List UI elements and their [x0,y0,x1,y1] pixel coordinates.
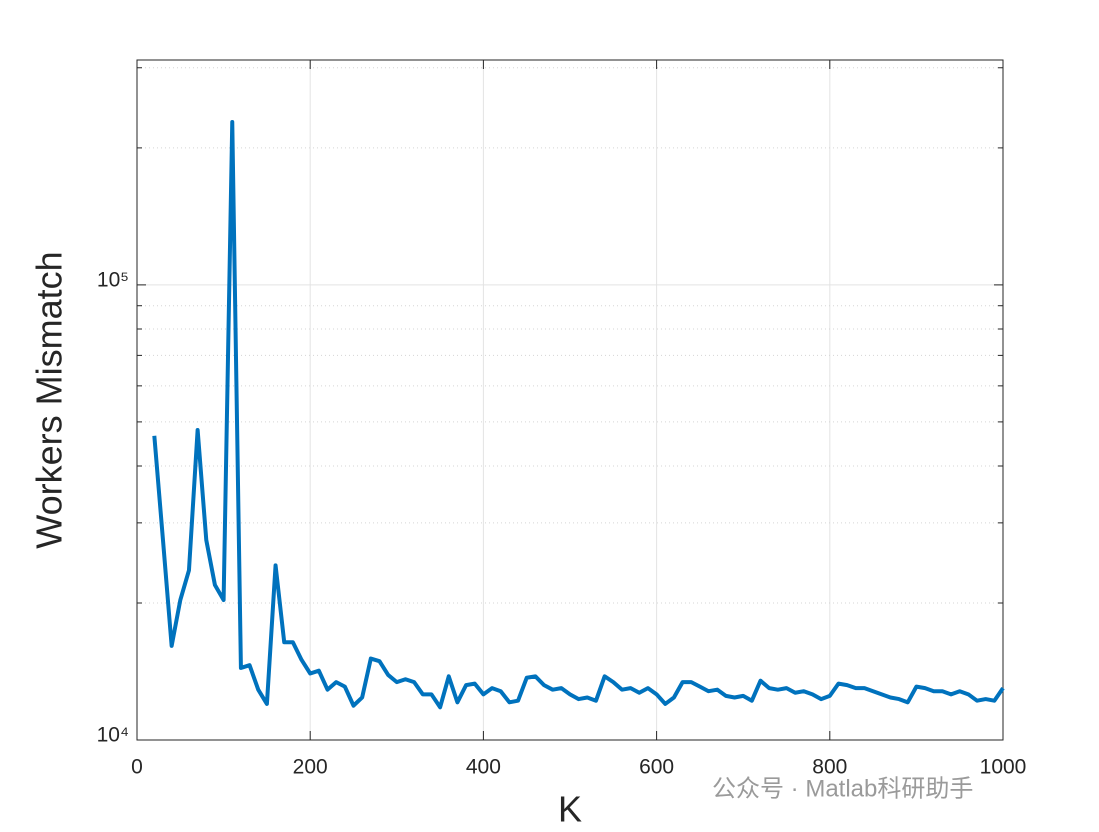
x-tick-label: 1000 [980,756,1027,779]
x-tick-label: 0 [131,756,143,779]
x-tick-label: 800 [812,756,847,779]
data-line [152,119,1005,710]
y-tick-label: 10⁵ [97,268,129,291]
y-tick-label: 10⁴ [97,724,129,747]
watermark: 公众号 · Matlab科研助手 [712,775,973,802]
axes-box [136,59,1004,741]
y-axis-label: Workers Mismatch [29,251,70,548]
x-tick-label: 200 [293,756,328,779]
x-tick-label: 600 [639,756,674,779]
x-axis-label: K [558,789,582,830]
x-tick-label: 400 [466,756,501,779]
